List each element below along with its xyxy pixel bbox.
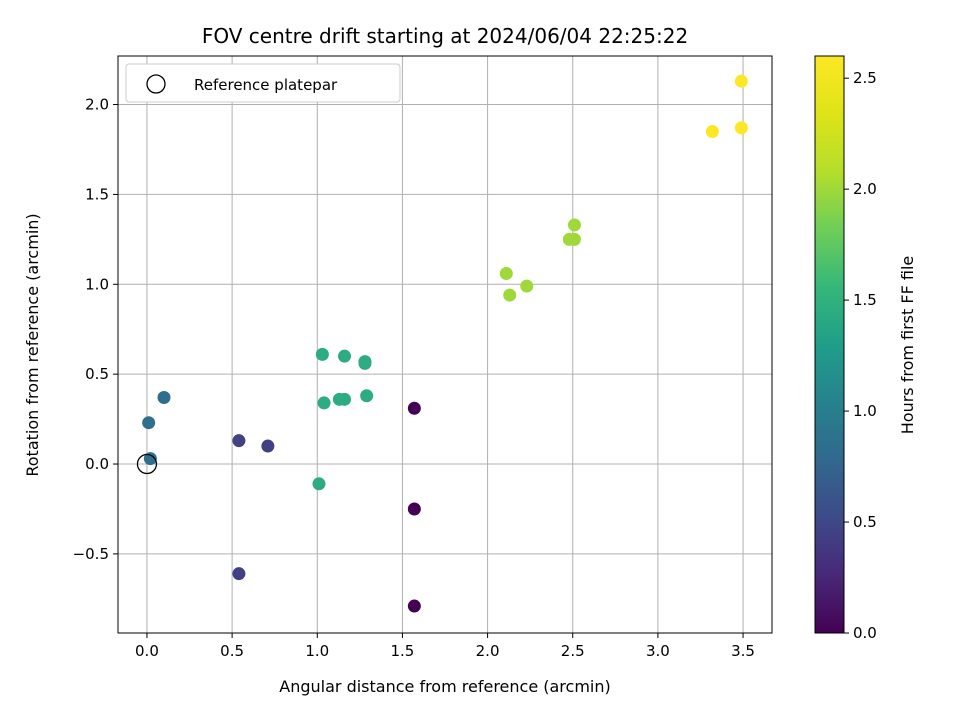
data-point [358,356,372,370]
colorbar-tick-label: 1.5 [853,291,877,309]
data-point [734,74,748,88]
x-tick-label: 2.0 [476,642,500,660]
data-point [312,477,326,491]
x-tick-label: 1.0 [305,642,329,660]
colorbar-tick-label: 2.0 [853,180,877,198]
colorbar-ticks: 0.0 0.5 1.0 1.5 2.0 2.5 [844,69,877,642]
x-tick-label: 2.5 [561,642,585,660]
x-tick-label: 0.0 [135,642,159,660]
colorbar-tick-label: 2.5 [853,69,877,87]
y-tick-label: −0.5 [73,545,109,563]
data-point [499,266,513,280]
x-tick-label: 3.5 [731,642,755,660]
data-point [567,232,581,246]
data-point [705,124,719,138]
data-point [317,396,331,410]
data-point [407,599,421,613]
x-axis-title: Angular distance from reference (arcmin) [279,677,610,696]
colorbar-title: Hours from first FF file [898,256,917,435]
data-point [734,121,748,135]
x-tick-label: 3.0 [646,642,670,660]
data-point [232,567,246,581]
colorbar-tick-label: 1.0 [853,402,877,420]
data-point [315,347,329,361]
plot-points [136,74,748,613]
legend-label-reference: Reference platepar [194,76,338,94]
y-axis-title: Rotation from reference (arcmin) [23,213,42,476]
data-point [142,416,156,430]
colorbar-tick-label: 0.5 [853,513,877,531]
x-tick-label: 0.5 [220,642,244,660]
reference-point [136,453,158,475]
chart-title: FOV centre drift starting at 2024/06/04 … [202,24,688,48]
colorbar-gradient [814,55,845,634]
x-tick-label: 1.5 [390,642,414,660]
y-tick-label: 1.5 [85,185,109,203]
data-point [407,502,421,516]
data-point [143,452,157,466]
data-point [503,288,517,302]
data-point [567,218,581,232]
y-tick-label: 0.5 [85,365,109,383]
plot-ticks: 0.0 0.5 1.0 1.5 2.0 2.5 3.0 3.5 −0.5 0.0 0.5 1.0 1.5… [73,96,755,660]
data-point [232,434,246,448]
legend-marker-reference [146,74,166,94]
data-point [338,392,352,406]
data-point [157,391,171,405]
colorbar: 0.0 0.5 1.0 1.5 2.0 2.5 Hours from first FF f… [814,55,917,642]
legend-box [125,63,401,103]
colorbar-tick-label: 0.0 [853,624,877,642]
y-tick-label: 2.0 [85,96,109,114]
legend: Reference platepar [125,63,401,103]
data-point [520,279,534,293]
plot-grid [118,56,772,633]
data-point [407,401,421,415]
data-point [261,439,275,453]
y-tick-label: 0.0 [85,455,109,473]
y-tick-label: 1.0 [85,275,109,293]
data-point [338,349,352,363]
plot-frame [117,55,773,634]
data-point [360,389,374,403]
